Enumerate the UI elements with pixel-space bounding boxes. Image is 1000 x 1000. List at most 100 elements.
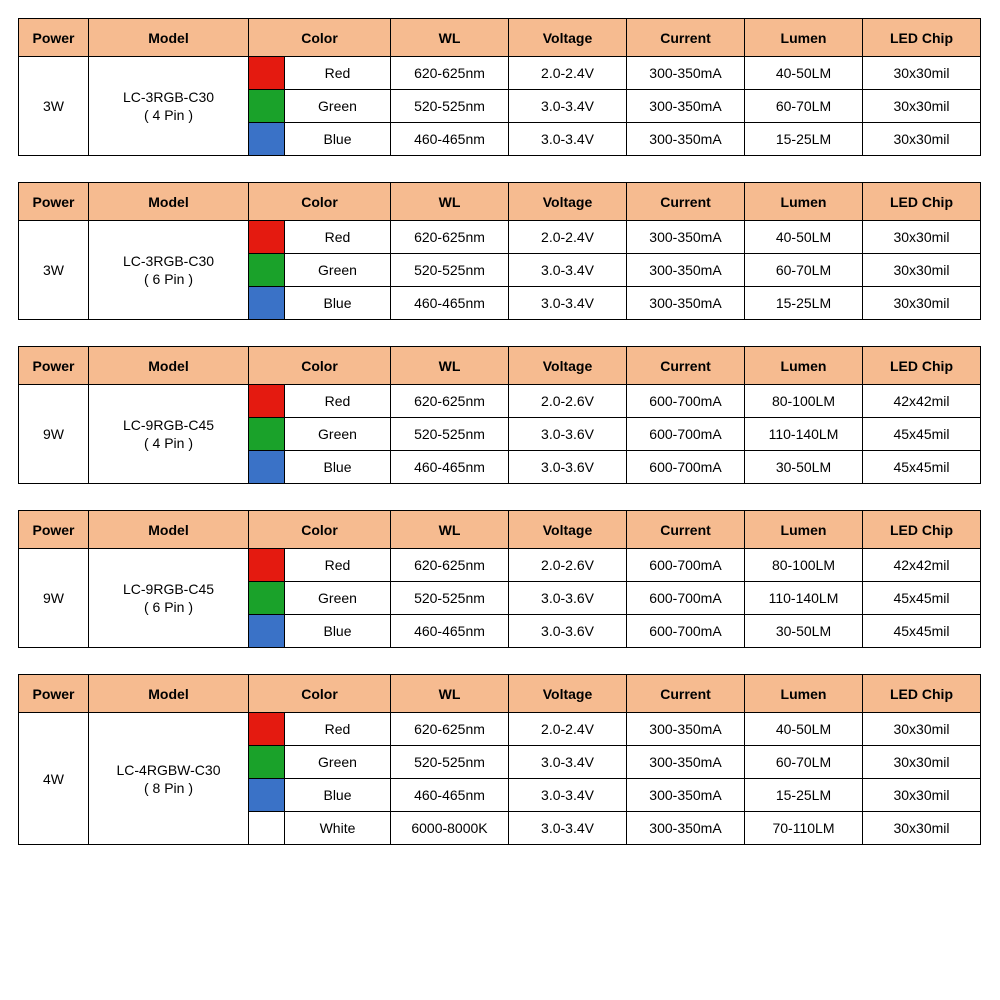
cell-current: 300-350mA <box>627 123 745 156</box>
color-swatch-red <box>249 385 284 417</box>
cell-color: Red <box>285 713 391 746</box>
model-sub: ( 4 Pin ) <box>89 107 248 123</box>
cell-wl: 520-525nm <box>391 746 509 779</box>
cell-lumen: 30-50LM <box>745 451 863 484</box>
cell-color: Red <box>285 221 391 254</box>
col-header-model: Model <box>89 347 249 385</box>
cell-lumen: 60-70LM <box>745 746 863 779</box>
model-sub: ( 4 Pin ) <box>89 435 248 451</box>
col-header-power: Power <box>19 347 89 385</box>
model-sub: ( 6 Pin ) <box>89 271 248 287</box>
color-swatch-blue <box>249 451 284 483</box>
col-header-chip: LED Chip <box>863 347 981 385</box>
color-swatch-blue <box>249 123 284 155</box>
cell-color: Blue <box>285 451 391 484</box>
color-swatch-cell <box>249 385 285 418</box>
led-spec-table: PowerModelColorWLVoltageCurrentLumenLED … <box>18 18 981 156</box>
data-row: 3WLC-3RGB-C30( 6 Pin )Red620-625nm2.0-2.… <box>19 221 981 254</box>
color-swatch-cell <box>249 812 285 845</box>
cell-chip: 30x30mil <box>863 713 981 746</box>
cell-model: LC-9RGB-C45( 6 Pin ) <box>89 549 249 648</box>
cell-model: LC-4RGBW-C30( 8 Pin ) <box>89 713 249 845</box>
cell-voltage: 2.0-2.6V <box>509 385 627 418</box>
cell-current: 300-350mA <box>627 779 745 812</box>
cell-lumen: 40-50LM <box>745 221 863 254</box>
col-header-wl: WL <box>391 19 509 57</box>
col-header-color: Color <box>249 511 391 549</box>
color-swatch-cell <box>249 123 285 156</box>
data-row: 9WLC-9RGB-C45( 6 Pin )Red620-625nm2.0-2.… <box>19 549 981 582</box>
cell-current: 600-700mA <box>627 451 745 484</box>
cell-chip: 45x45mil <box>863 582 981 615</box>
cell-lumen: 70-110LM <box>745 812 863 845</box>
color-swatch-cell <box>249 615 285 648</box>
cell-color: Red <box>285 57 391 90</box>
col-header-current: Current <box>627 675 745 713</box>
color-swatch-cell <box>249 451 285 484</box>
cell-voltage: 3.0-3.4V <box>509 779 627 812</box>
cell-power: 3W <box>19 57 89 156</box>
col-header-voltage: Voltage <box>509 511 627 549</box>
cell-color: Green <box>285 582 391 615</box>
color-swatch-cell <box>249 90 285 123</box>
color-swatch-cell <box>249 418 285 451</box>
col-header-model: Model <box>89 183 249 221</box>
cell-chip: 42x42mil <box>863 549 981 582</box>
cell-wl: 620-625nm <box>391 221 509 254</box>
cell-current: 300-350mA <box>627 254 745 287</box>
cell-color: White <box>285 812 391 845</box>
cell-voltage: 3.0-3.6V <box>509 582 627 615</box>
col-header-voltage: Voltage <box>509 183 627 221</box>
cell-voltage: 3.0-3.4V <box>509 123 627 156</box>
cell-current: 300-350mA <box>627 746 745 779</box>
cell-chip: 30x30mil <box>863 254 981 287</box>
cell-current: 600-700mA <box>627 418 745 451</box>
color-swatch-red <box>249 57 284 89</box>
color-swatch-green <box>249 418 284 450</box>
col-header-color: Color <box>249 183 391 221</box>
col-header-wl: WL <box>391 347 509 385</box>
col-header-power: Power <box>19 19 89 57</box>
cell-lumen: 15-25LM <box>745 287 863 320</box>
cell-current: 600-700mA <box>627 385 745 418</box>
cell-current: 300-350mA <box>627 90 745 123</box>
cell-chip: 45x45mil <box>863 451 981 484</box>
cell-chip: 30x30mil <box>863 779 981 812</box>
cell-current: 300-350mA <box>627 57 745 90</box>
model-name: LC-9RGB-C45 <box>123 417 214 433</box>
cell-wl: 620-625nm <box>391 549 509 582</box>
cell-model: LC-9RGB-C45 ( 4 Pin ) <box>89 385 249 484</box>
color-swatch-cell <box>249 221 285 254</box>
model-sub: ( 8 Pin ) <box>89 780 248 796</box>
col-header-color: Color <box>249 347 391 385</box>
cell-voltage: 3.0-3.4V <box>509 287 627 320</box>
cell-power: 9W <box>19 385 89 484</box>
col-header-voltage: Voltage <box>509 675 627 713</box>
cell-voltage: 3.0-3.4V <box>509 812 627 845</box>
cell-chip: 30x30mil <box>863 123 981 156</box>
col-header-chip: LED Chip <box>863 19 981 57</box>
cell-lumen: 110-140LM <box>745 418 863 451</box>
cell-power: 9W <box>19 549 89 648</box>
cell-chip: 45x45mil <box>863 418 981 451</box>
color-swatch-green <box>249 582 284 614</box>
cell-wl: 460-465nm <box>391 123 509 156</box>
col-header-wl: WL <box>391 675 509 713</box>
col-header-model: Model <box>89 19 249 57</box>
led-spec-table: PowerModelColorWLVoltageCurrentLumenLED … <box>18 674 981 845</box>
tables-container: PowerModelColorWLVoltageCurrentLumenLED … <box>18 18 982 845</box>
col-header-power: Power <box>19 183 89 221</box>
color-swatch-red <box>249 713 284 745</box>
cell-color: Green <box>285 418 391 451</box>
cell-current: 300-350mA <box>627 812 745 845</box>
cell-voltage: 3.0-3.6V <box>509 418 627 451</box>
cell-lumen: 15-25LM <box>745 779 863 812</box>
color-swatch-cell <box>249 57 285 90</box>
cell-color: Blue <box>285 123 391 156</box>
col-header-voltage: Voltage <box>509 19 627 57</box>
col-header-lumen: Lumen <box>745 511 863 549</box>
cell-chip: 30x30mil <box>863 746 981 779</box>
col-header-model: Model <box>89 511 249 549</box>
led-spec-table: PowerModelColorWLVoltageCurrentLumenLED … <box>18 510 981 648</box>
color-swatch-cell <box>249 746 285 779</box>
